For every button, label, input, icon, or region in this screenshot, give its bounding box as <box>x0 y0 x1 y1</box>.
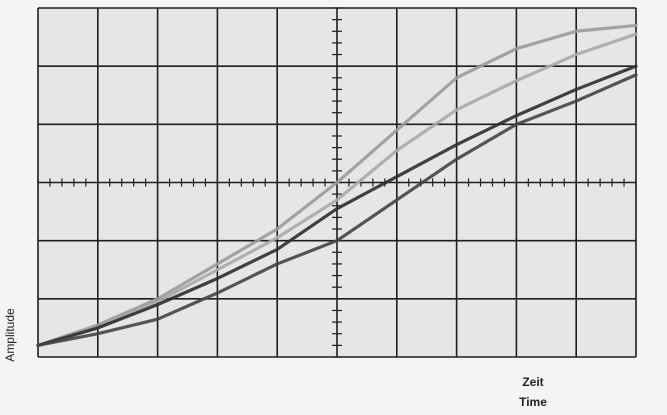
x-axis-label: Zeit <box>522 375 543 389</box>
chart: Amplitude Zeit Time <box>0 0 667 415</box>
x-axis-label: Time <box>519 395 547 409</box>
y-axis-label: Amplitude <box>3 308 17 362</box>
page: Amplitude Zeit Time (() => { const data … <box>0 0 667 415</box>
